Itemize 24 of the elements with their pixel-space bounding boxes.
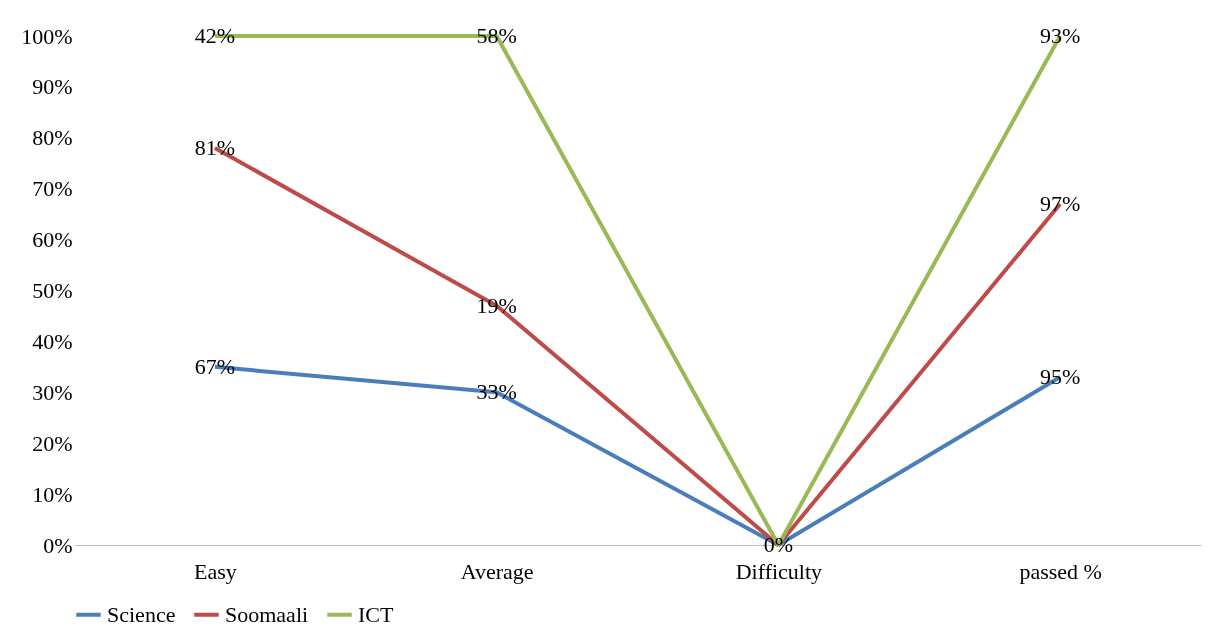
y-tick-label: 40% — [32, 328, 73, 354]
y-tick-label: 90% — [32, 74, 73, 100]
x-tick-label: Average — [460, 558, 534, 584]
y-tick-label: 30% — [32, 379, 73, 405]
legend-label: Soomaali — [225, 601, 309, 627]
y-tick-label: 0% — [43, 532, 73, 558]
y-tick-label: 100% — [21, 23, 73, 49]
annotation: 42% — [194, 23, 236, 48]
annotation: 67% — [194, 353, 236, 379]
annotation: 97% — [1039, 190, 1081, 216]
legend-label: Science — [107, 601, 176, 627]
annotation: 81% — [194, 134, 236, 160]
y-tick-label: 50% — [32, 278, 73, 303]
annotation: 95% — [1039, 364, 1081, 390]
y-tick-label: 80% — [32, 125, 73, 151]
x-tick-label: passed % — [1019, 558, 1102, 584]
y-tick-label: 70% — [32, 176, 73, 202]
legend-label: ICT — [358, 601, 394, 627]
y-tick-label: 20% — [32, 430, 73, 456]
x-tick-label: Easy — [193, 558, 237, 584]
y-tick-label: 60% — [32, 227, 73, 253]
y-tick-label: 10% — [32, 481, 73, 507]
annotation: 93% — [1039, 23, 1081, 48]
x-tick-label: Difficulty — [735, 558, 823, 584]
